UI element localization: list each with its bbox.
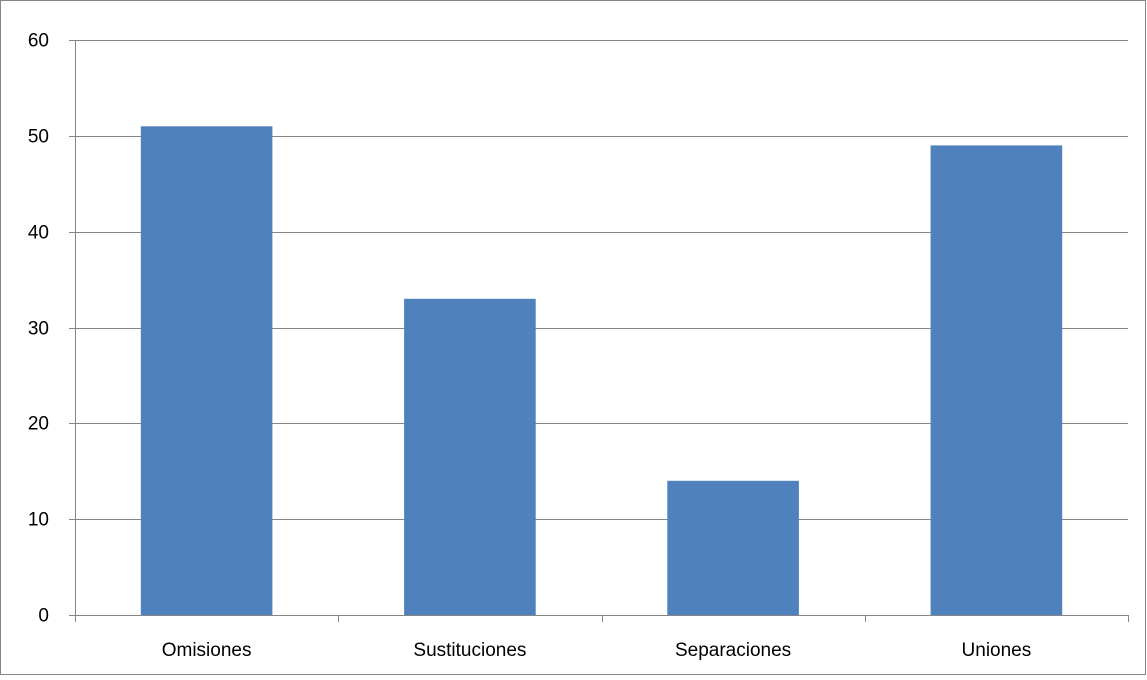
bars (140, 126, 1063, 616)
y-tick-label: 40 (28, 223, 49, 244)
bar-omisiones (140, 126, 273, 616)
axes (69, 40, 1129, 622)
bar-uniones (930, 145, 1063, 615)
x-tick-labels: Omisiones Sustituciones Separaciones Unione… (162, 640, 1032, 661)
x-tick-label: Omisiones (162, 640, 252, 661)
y-tick-labels: 0 10 20 30 40 50 60 (28, 31, 49, 627)
y-tick-label: 20 (28, 414, 49, 435)
y-tick-label: 30 (28, 319, 49, 340)
y-tick-label: 60 (28, 31, 49, 52)
y-tick-label: 50 (28, 127, 49, 148)
y-tick-label: 0 (38, 606, 49, 627)
x-tick-label: Separaciones (675, 640, 791, 661)
bar-separaciones (667, 480, 799, 615)
y-tick-label: 10 (28, 510, 49, 531)
x-tick-label: Uniones (962, 640, 1032, 661)
bar-sustituciones (404, 298, 536, 616)
x-tick-label: Sustituciones (413, 640, 526, 661)
